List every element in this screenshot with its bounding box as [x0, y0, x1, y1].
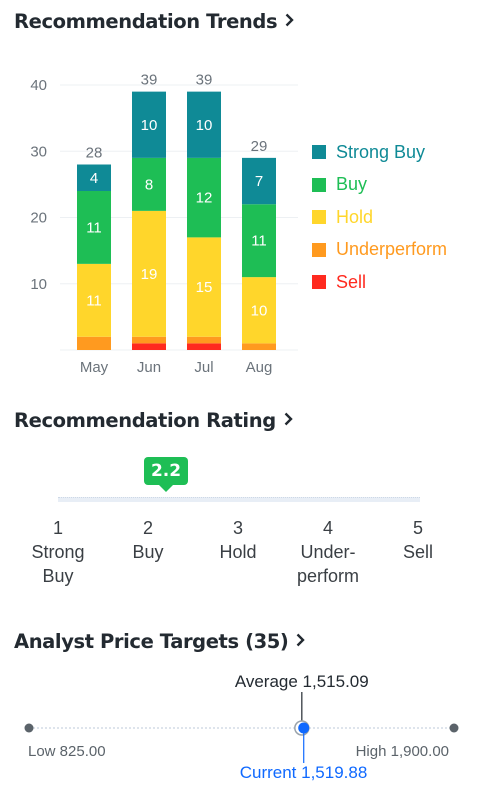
y-tick-label: 20 — [30, 210, 47, 227]
x-tick-label: Jun — [137, 359, 161, 376]
bar-segment-hold — [242, 277, 276, 344]
x-tick-label: Aug — [246, 359, 273, 376]
current-price-label: Current 1,519.88 — [239, 763, 368, 782]
bar-segment-label: 10 — [251, 302, 268, 319]
bar-segment-label: 11 — [86, 292, 102, 309]
legend-item: Sell — [312, 272, 366, 292]
legend-item: Underperform — [312, 239, 448, 260]
rating-scale-tick: 1 Strong Buy — [3, 516, 113, 588]
rating-scale-tick: 2 Buy — [93, 516, 203, 564]
rating-tick-number: 2 — [142, 518, 153, 538]
bar-segment-underperform — [77, 336, 111, 350]
bar-segment-underperform — [242, 343, 276, 350]
high-target-label: High 1,900.00 — [355, 743, 449, 760]
bar-segment-label: 12 — [196, 190, 213, 207]
bar-segment-underperform — [187, 336, 221, 344]
bar-segment-sell — [132, 343, 166, 350]
rating-scale-track — [58, 497, 420, 502]
rating-scale-tick: 4 Under-perform — [273, 516, 383, 588]
rating-tick-label: perform — [296, 566, 359, 586]
y-tick-label: 10 — [30, 276, 47, 293]
low-target-dot — [24, 723, 34, 733]
rating-value-badge: 2.2 — [144, 457, 188, 492]
x-tick-label: May — [80, 359, 109, 376]
bar-segment-buy — [77, 191, 111, 264]
bar-segment-label: 19 — [141, 266, 158, 283]
high-target-dot — [449, 723, 459, 733]
bar-segment-strong-buy — [187, 91, 221, 158]
chevron-right-icon — [285, 9, 294, 32]
low-target-label: Low 825.00 — [28, 743, 106, 760]
rating-tick-number: 1 — [52, 518, 63, 538]
rating-tick-label: Sell — [402, 542, 433, 562]
legend-swatch — [312, 210, 326, 224]
price-target-range — [24, 692, 459, 763]
bar-segment-label: 10 — [196, 117, 213, 134]
rating-tick-number: 3 — [232, 518, 243, 538]
analyst-price-targets-title[interactable]: Analyst Price Targets (35) — [14, 629, 306, 653]
current-price-marker — [298, 722, 310, 734]
legend-swatch — [312, 145, 326, 159]
rating-tick-label: Hold — [219, 542, 257, 562]
average-target-label: Average 1,515.09 — [234, 672, 369, 691]
legend-label: Sell — [336, 271, 367, 292]
analyst-price-targets-title-text: Analyst Price Targets (35) — [14, 630, 289, 653]
bar-segment-hold — [132, 210, 166, 337]
rating-tick-label: Under- — [300, 542, 356, 562]
chevron-right-icon — [296, 629, 306, 652]
recommendation-trends-title-text: Recommendation Trends — [14, 10, 278, 33]
bar-total-label: 39 — [196, 72, 213, 89]
legend-item: Buy — [312, 174, 368, 195]
legend-label: Buy — [336, 174, 368, 194]
chevron-right-icon — [284, 408, 293, 431]
bar-segment-label: 11 — [86, 219, 102, 236]
rating-value: 2.2 — [150, 461, 182, 481]
legend-label: Underperform — [336, 239, 448, 259]
bar-segment-buy — [187, 157, 221, 238]
recommendation-rating-title[interactable]: Recommendation Rating — [14, 408, 293, 432]
legend-swatch — [312, 242, 326, 257]
recommendation-rating-title-text: Recommendation Rating — [14, 409, 276, 432]
legend-swatch — [312, 275, 326, 289]
y-tick-label: 30 — [30, 143, 47, 160]
rating-tick-number: 4 — [322, 518, 333, 538]
bar-segment-buy — [242, 204, 276, 278]
recommendation-trends-title[interactable]: Recommendation Trends — [14, 9, 294, 33]
bar-total-label: 39 — [141, 72, 158, 89]
bar-segment-label: 11 — [251, 233, 267, 250]
y-tick-label: 40 — [30, 77, 47, 94]
legend-item: Strong Buy — [312, 142, 425, 162]
rating-tick-number: 5 — [412, 518, 423, 538]
legend-swatch — [312, 177, 326, 192]
bar-segment-strong-buy — [132, 91, 166, 158]
bar-segment-label: 8 — [145, 176, 153, 193]
bar-segment-label: 7 — [255, 173, 263, 190]
bar-total-label: 29 — [251, 138, 268, 155]
bar-segment-sell — [187, 343, 221, 350]
bar-segment-label: 15 — [196, 279, 213, 296]
rating-scale-tick: 3 Hold — [183, 516, 293, 564]
bar-segment-strong-buy — [242, 157, 276, 205]
legend-label: Strong Buy — [336, 141, 426, 162]
bar-segment-hold — [77, 263, 111, 337]
bar-segment-label: 4 — [90, 170, 98, 187]
legend-label: Hold — [336, 206, 374, 227]
rating-tick-label: Buy — [132, 542, 164, 562]
bar-total-label: 28 — [86, 145, 103, 162]
x-tick-label: Jul — [194, 359, 213, 376]
legend-item: Hold — [312, 207, 373, 227]
bar-segment-label: 10 — [141, 117, 158, 134]
bar-segment-strong-buy — [77, 164, 111, 191]
rating-tick-label: Strong — [31, 542, 85, 562]
bar-segment-hold — [187, 237, 221, 337]
bar-segment-buy — [132, 157, 166, 211]
bar-segment-underperform — [132, 336, 166, 344]
recommendation-trends-chart: 10 20 30 40 11 11 4 28 May 19 8 10 39 Jun 15 12 10 39 Jul 1… — [30, 72, 298, 376]
rating-scale-tick: 5 Sell — [363, 516, 473, 564]
rating-tick-label: Buy — [42, 566, 74, 586]
